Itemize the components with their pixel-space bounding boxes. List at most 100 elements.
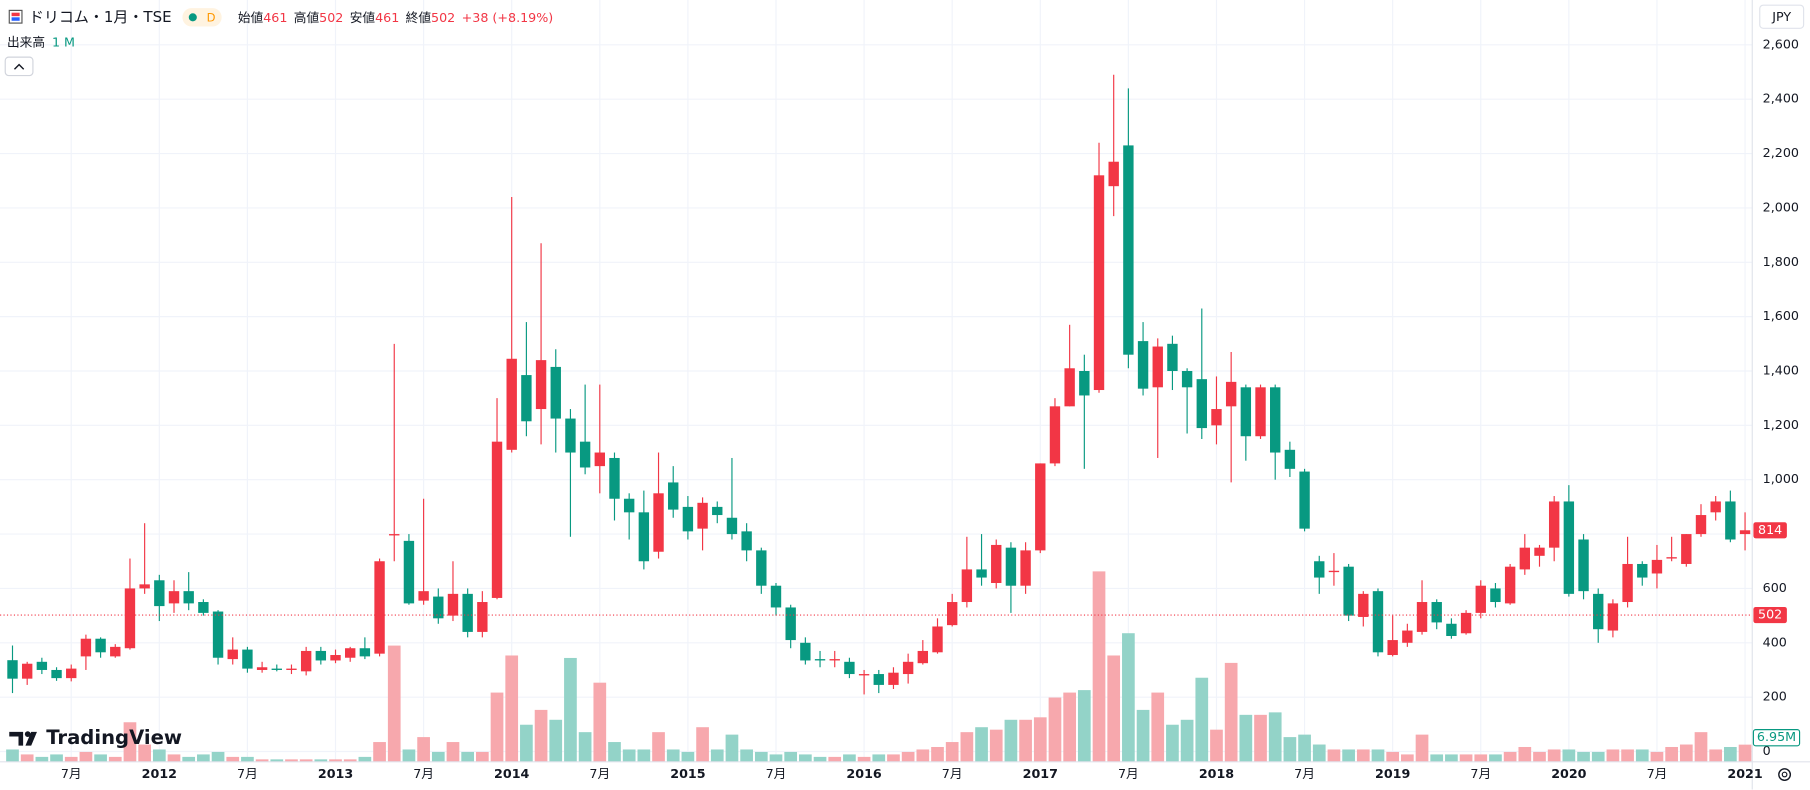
candle-body: [1622, 563, 1633, 603]
candle-body: [433, 596, 444, 619]
candle-body: [1460, 612, 1472, 634]
volume-bar: [622, 749, 636, 762]
volume-bar: [50, 754, 63, 762]
volume-bar: [1283, 737, 1297, 762]
candle-body: [1372, 591, 1384, 653]
volume-bar: [1224, 662, 1238, 762]
candle-body: [168, 591, 180, 604]
candle-body: [36, 661, 48, 670]
y-tick-label: 400: [1763, 634, 1787, 649]
volume-bar: [769, 754, 783, 762]
candle-body: [1563, 501, 1575, 594]
volume-bar: [549, 719, 563, 762]
x-tick-label: 7月: [942, 766, 963, 781]
y-tick-label: 0: [1763, 743, 1771, 758]
candle-body: [198, 602, 209, 613]
candle-body: [506, 358, 517, 450]
candle-body: [1695, 515, 1707, 535]
volume-bar: [152, 749, 166, 762]
volume-bar: [520, 724, 533, 762]
symbol-title[interactable]: ドリコム・1月・TSE: [29, 8, 172, 26]
volume-bar: [725, 734, 739, 762]
candle-body: [932, 626, 943, 653]
logo: TradingView: [9, 726, 182, 749]
volume-bar: [1650, 751, 1664, 762]
volume-bar: [637, 749, 651, 762]
candle-body: [1284, 449, 1296, 469]
candle-body: [726, 517, 738, 535]
volume-bar: [1342, 749, 1355, 762]
volume-bar: [1518, 746, 1532, 762]
candle-body: [1446, 623, 1457, 636]
y-tick-label: 200: [1763, 689, 1787, 704]
change: +38 (+8.19%): [462, 9, 554, 24]
gear[interactable]: [1778, 768, 1792, 781]
candle-body: [1548, 501, 1560, 548]
volume-bar: [857, 756, 871, 762]
candle-body: [550, 366, 561, 419]
candle-body: [21, 663, 33, 679]
volume-bar: [35, 756, 49, 762]
volume-bar: [446, 742, 460, 762]
x-tick-label: 2018: [1199, 766, 1234, 781]
candle-body: [491, 441, 503, 598]
candle-body: [345, 648, 356, 658]
candle-body: [565, 418, 576, 453]
candle-body: [1123, 145, 1134, 355]
ohlc-label: 始値: [238, 9, 264, 24]
volume-bar: [696, 727, 709, 762]
volume-bar: [916, 749, 930, 762]
candle-body: [888, 672, 899, 685]
volume-bar: [1430, 754, 1444, 762]
y-tick-label: 2,400: [1763, 91, 1799, 106]
volume-bar: [1503, 751, 1517, 762]
volume-bar: [1694, 732, 1708, 762]
volume-bar: [79, 751, 93, 762]
volume-bar: [652, 732, 665, 762]
collapse-button[interactable]: [4, 56, 34, 77]
candle-body: [991, 544, 1002, 583]
volume-bar: [872, 754, 886, 762]
volume-bar: [505, 655, 519, 762]
candle-body: [139, 584, 150, 589]
volume-bar: [1386, 751, 1400, 762]
y-tick-label: 1,000: [1763, 471, 1799, 486]
candle-body: [1519, 547, 1531, 570]
x-tick-label: 7月: [1470, 766, 1491, 781]
x-tick-label: 7月: [61, 766, 82, 781]
candle-body: [1049, 406, 1061, 464]
candle-body: [1593, 593, 1604, 630]
volume-bar: [387, 645, 401, 762]
candle-body: [668, 482, 679, 510]
x-tick-label: 2012: [142, 766, 177, 781]
volume-bar: [1033, 717, 1047, 762]
candle-body: [1666, 557, 1677, 559]
volume-bar: [490, 692, 504, 762]
candle-body: [858, 674, 870, 676]
volume-bar: [813, 756, 827, 762]
y-tick-label: 2,200: [1763, 145, 1799, 160]
volume-bar: [1474, 754, 1488, 762]
currency-button[interactable]: [1759, 4, 1805, 29]
candle-body: [183, 591, 194, 604]
price-marker-label: 502: [1758, 607, 1782, 622]
volume-bar: [1459, 754, 1473, 762]
volume-bar: [299, 759, 313, 762]
price-marker: [1752, 729, 1801, 747]
volume-bar: [1709, 749, 1723, 762]
x-tick-label: 2019: [1375, 766, 1410, 781]
candle-body: [741, 531, 752, 551]
candle-body: [1225, 381, 1237, 407]
volume-bar: [1092, 571, 1106, 762]
settings-icon[interactable]: [1778, 768, 1792, 781]
candle-body: [300, 650, 312, 672]
candle-body: [1240, 387, 1252, 437]
volume-bar: [1312, 744, 1326, 762]
volume-bar: [1562, 749, 1576, 762]
status-pill[interactable]: [182, 8, 222, 27]
candle-body: [917, 650, 929, 664]
interval-badge: D: [207, 10, 216, 24]
candle-body: [1270, 387, 1281, 453]
volume-bar: [1004, 719, 1018, 762]
